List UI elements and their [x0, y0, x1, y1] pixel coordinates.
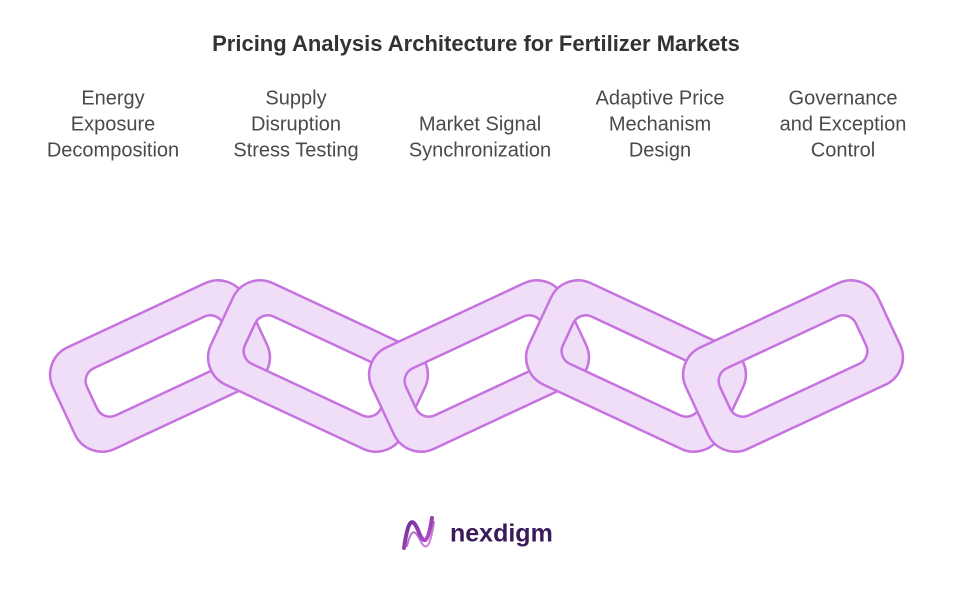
- brand-logo-accent: [406, 521, 435, 548]
- labels: Energy Exposure Decomposition Supply Disrupt…: [47, 87, 907, 161]
- link-label: Stress Testing: [233, 139, 358, 161]
- link-label: Decomposition: [47, 139, 179, 161]
- link-label: Design: [629, 139, 691, 161]
- link-label: Energy: [81, 87, 144, 109]
- link-label: and Exception: [780, 113, 907, 135]
- link-label: Governance: [789, 87, 898, 109]
- title: Pricing Analysis Architecture for Fertil…: [212, 31, 740, 56]
- link-label: Adaptive Price: [596, 87, 725, 109]
- link-label: Disruption: [251, 113, 341, 135]
- link-label: Synchronization: [409, 139, 551, 161]
- link-label: Supply: [265, 87, 326, 109]
- link-label: Control: [811, 139, 875, 161]
- link-label: Exposure: [71, 113, 156, 135]
- chain-link: [681, 279, 905, 453]
- brand-logo: [402, 516, 434, 550]
- chain: [48, 279, 905, 453]
- brand-name: nexdigm: [450, 520, 553, 548]
- link-label: Mechanism: [609, 113, 711, 135]
- link-label: Market Signal: [419, 113, 541, 135]
